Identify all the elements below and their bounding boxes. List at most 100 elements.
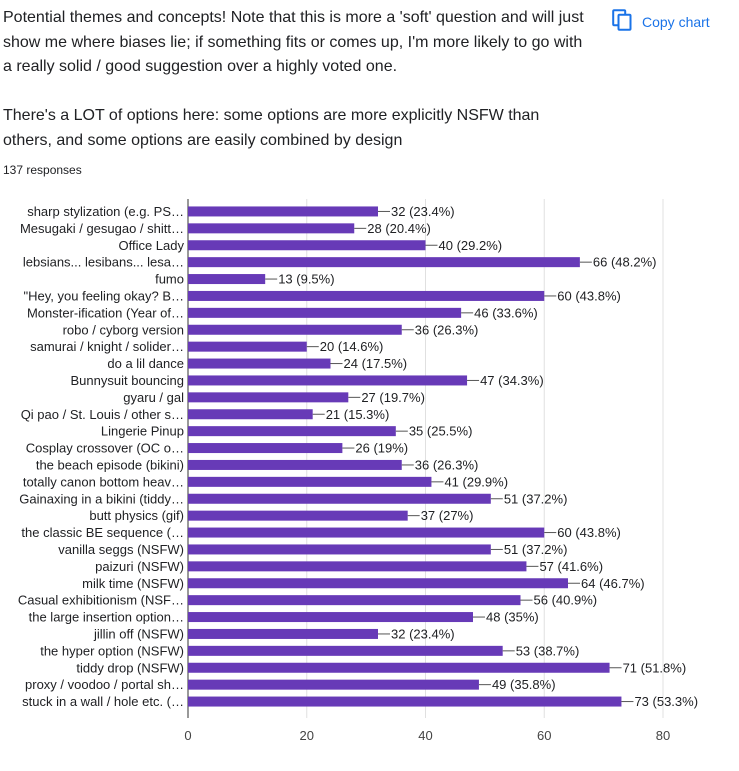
x-tick-label: 60	[537, 728, 551, 743]
bar	[188, 628, 378, 639]
bar	[188, 290, 545, 301]
data-label: 40 (29.2%)	[439, 238, 503, 253]
x-tick-label: 20	[300, 728, 314, 743]
bar	[188, 645, 503, 656]
category-label: tiddy drop (NSFW)	[76, 660, 184, 675]
bar	[188, 392, 349, 403]
bar	[188, 375, 468, 386]
category-label: Cosplay crossover (OC o…	[26, 441, 184, 456]
data-label: 41 (29.9%)	[444, 474, 508, 489]
data-label: 20 (14.6%)	[320, 339, 384, 354]
bar	[188, 662, 610, 673]
bar	[188, 696, 622, 707]
bar	[188, 307, 462, 318]
category-label: proxy / voodoo / portal sh…	[25, 677, 184, 692]
data-label: 51 (37.2%)	[504, 542, 568, 557]
question-text: Potential themes and concepts! Note that…	[3, 6, 588, 153]
x-tick-label: 80	[656, 728, 670, 743]
question-paragraph-1: Potential themes and concepts! Note that…	[3, 9, 589, 75]
bar	[188, 443, 343, 454]
data-label: 13 (9.5%)	[278, 272, 334, 287]
category-label: Monster-ification (Year of…	[27, 305, 184, 320]
category-label: Office Lady	[118, 238, 184, 253]
copy-icon	[612, 9, 632, 34]
bar	[188, 426, 396, 437]
category-label: the classic BE sequence (…	[21, 525, 184, 540]
bar	[188, 561, 527, 572]
category-label: "Hey, you feeling okay? B…	[24, 288, 184, 303]
data-label: 32 (23.4%)	[391, 204, 455, 219]
category-label: sharp stylization (e.g. PS…	[27, 204, 184, 219]
bar	[188, 595, 521, 606]
category-label: robo / cyborg version	[63, 322, 184, 337]
category-label: vanilla seggs (NSFW)	[58, 542, 184, 557]
bar	[188, 223, 355, 234]
data-label: 26 (19%)	[355, 441, 408, 456]
data-label: 35 (25.5%)	[409, 424, 473, 439]
data-label: 32 (23.4%)	[391, 626, 455, 641]
bar	[188, 493, 491, 504]
bar	[188, 409, 313, 420]
data-label: 71 (51.8%)	[623, 660, 687, 675]
category-label: do a lil dance	[107, 356, 184, 371]
category-label: Qi pao / St. Louis / other s…	[21, 407, 184, 422]
bar	[188, 240, 426, 251]
bar	[188, 206, 378, 217]
category-label: Bunnysuit bouncing	[71, 373, 184, 388]
data-label: 36 (26.3%)	[415, 322, 479, 337]
category-label: Lingerie Pinup	[101, 424, 184, 439]
bar	[188, 459, 402, 470]
bar	[188, 476, 432, 487]
bar	[188, 257, 580, 268]
data-label: 36 (26.3%)	[415, 457, 479, 472]
category-label: Mesugaki / gesugao / shitt…	[20, 221, 184, 236]
data-label: 48 (35%)	[486, 610, 539, 625]
data-label: 56 (40.9%)	[534, 593, 598, 608]
bar	[188, 341, 307, 352]
category-label: fumo	[155, 272, 184, 287]
category-label: stuck in a wall / hole etc. (…	[22, 694, 184, 709]
bar	[188, 679, 479, 690]
copy-chart-button[interactable]: Copy chart	[612, 9, 710, 34]
category-label: the beach episode (bikini)	[36, 457, 184, 472]
category-label: the large insertion option…	[29, 610, 184, 625]
data-label: 49 (35.8%)	[492, 677, 556, 692]
bar	[188, 358, 331, 369]
bar	[188, 612, 473, 623]
bar	[188, 544, 491, 555]
category-label: butt physics (gif)	[89, 508, 184, 523]
category-label: milk time (NSFW)	[82, 576, 184, 591]
data-label: 60 (43.8%)	[557, 288, 621, 303]
bar	[188, 527, 545, 538]
category-label: Gainaxing in a bikini (tiddy…	[19, 491, 184, 506]
data-label: 37 (27%)	[421, 508, 474, 523]
bar-chart: 0 20 40 60 80 sharp stylization (e.g. PS… 32 (…	[18, 199, 698, 743]
category-label: samurai / knight / solider…	[30, 339, 184, 354]
data-label: 60 (43.8%)	[557, 525, 621, 540]
data-label: 47 (34.3%)	[480, 373, 544, 388]
question-paragraph-2: There's a LOT of options here: some opti…	[3, 107, 544, 149]
category-label: totally canon bottom heav…	[23, 474, 184, 489]
data-label: 66 (48.2%)	[593, 255, 657, 270]
data-label: 51 (37.2%)	[504, 491, 568, 506]
data-label: 53 (38.7%)	[516, 643, 580, 658]
data-label: 57 (41.6%)	[539, 559, 603, 574]
category-label: paizuri (NSFW)	[95, 559, 184, 574]
bar	[188, 510, 408, 521]
copy-chart-label: Copy chart	[642, 13, 710, 30]
bar	[188, 578, 568, 589]
data-label: 28 (20.4%)	[367, 221, 431, 236]
bar	[188, 274, 266, 285]
data-label: 73 (53.3%)	[634, 694, 698, 709]
data-label: 21 (15.3%)	[326, 407, 390, 422]
category-label: jillin off (NSFW)	[93, 626, 184, 641]
category-label: the hyper option (NSFW)	[40, 643, 184, 658]
bar	[188, 324, 402, 335]
data-label: 24 (17.5%)	[344, 356, 408, 371]
data-label: 27 (19.7%)	[361, 390, 425, 405]
category-label: Casual exhibitionism (NSF…	[18, 593, 184, 608]
response-count: 137 responses	[3, 163, 82, 177]
data-label: 64 (46.7%)	[581, 576, 645, 591]
category-label: lebsians... lesibans... lesa…	[23, 255, 184, 270]
x-tick-label: 0	[184, 728, 191, 743]
